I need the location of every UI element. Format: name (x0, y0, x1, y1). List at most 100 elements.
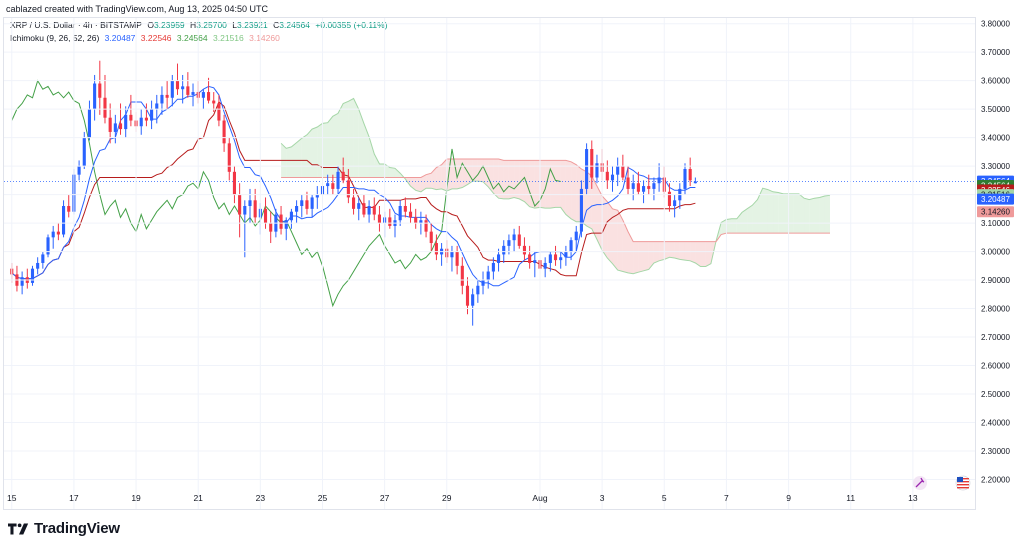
candle (372, 197, 376, 221)
candle (548, 251, 552, 272)
candle-body (103, 97, 107, 118)
cloud-segment-bullish (726, 218, 732, 234)
price-tick-label: 2.70000 (981, 333, 1010, 342)
price-tick-label: 2.60000 (981, 362, 1010, 371)
candle (610, 166, 615, 192)
time-tick-label: 13 (908, 493, 918, 503)
cloud-segment-bearish (529, 160, 535, 209)
candle-body (559, 257, 563, 261)
cloud-segment-bullish (747, 205, 753, 234)
cloud-segment-bullish (809, 198, 815, 234)
candle-body (528, 254, 532, 263)
candle-body (82, 137, 86, 167)
candle (528, 245, 532, 269)
candle-body (476, 285, 480, 295)
candle-body (279, 214, 283, 229)
candle-body (357, 203, 361, 209)
price-tick-label: 3.80000 (981, 20, 1010, 29)
cloud-segment-bullish (343, 101, 349, 178)
cloud-segment-bullish (317, 123, 323, 178)
candle-body (326, 183, 330, 187)
time-tick-label: 15 (7, 493, 17, 503)
cloud-segment-bearish (436, 164, 442, 190)
high-value: 3.25700 (196, 20, 227, 30)
candle-body (450, 251, 454, 258)
cloud-segment-bullish (389, 167, 395, 178)
cloud-segment-bearish (596, 186, 603, 251)
cloud-segment-bullish (327, 116, 333, 178)
candle (403, 197, 407, 218)
candle-body (98, 83, 102, 98)
symbol-name[interactable]: XRP / U.S. Dollar · 4h · BITSTAMP (10, 20, 142, 30)
price-tick-label: 3.50000 (981, 105, 1010, 114)
cloud-segment-bullish (301, 134, 307, 178)
price-tick-label: 2.90000 (981, 276, 1010, 285)
cloud-segment-bearish (493, 159, 499, 199)
candle-body (232, 171, 237, 195)
candle-body (616, 166, 620, 175)
candle (424, 214, 428, 238)
candle (207, 77, 211, 104)
cloud-segment-bearish (550, 160, 556, 209)
candle (331, 174, 335, 195)
candle (595, 154, 599, 184)
brand-name: TradingView (34, 520, 120, 537)
time-tick-label: 17 (69, 493, 79, 503)
candle-body (310, 197, 314, 209)
candle (310, 194, 314, 218)
cloud-segment-bearish (503, 160, 509, 199)
chart-pane-border (3, 17, 976, 510)
time-tick-label: 7 (724, 493, 729, 503)
candle-body (502, 245, 506, 255)
candle (683, 163, 687, 195)
candle-body (129, 114, 133, 121)
magic-wand-icon[interactable] (913, 476, 927, 490)
cloud-segment-bearish (669, 241, 675, 258)
candle-body (289, 211, 293, 221)
cloud-segment-bearish (705, 241, 711, 267)
candle-body (186, 86, 190, 95)
candle-body (253, 200, 257, 218)
indicator-name[interactable]: Ichimoku (9, 26, 52, 26) (10, 33, 100, 43)
candle-body (227, 143, 231, 172)
candle-body (497, 254, 501, 263)
candle (56, 223, 60, 241)
candle-body (207, 92, 211, 101)
cloud-segment-bullish (762, 188, 768, 234)
candle (336, 166, 340, 195)
candle (512, 228, 516, 252)
candle (388, 208, 392, 229)
candle-body (113, 123, 117, 132)
indicator-legend[interactable]: Ichimoku (9, 26, 52, 26) 3.20487 3.22546… (10, 33, 283, 43)
candle-body (367, 206, 371, 215)
symbol-legend[interactable]: XRP / U.S. Dollar · 4h · BITSTAMP O3.239… (10, 20, 391, 30)
cloud-segment-bearish (415, 177, 421, 192)
candle-body (388, 217, 392, 226)
cloud-segment-bearish (555, 160, 561, 208)
candle-body (372, 206, 376, 215)
cloud-segment-bullish (296, 138, 302, 178)
candle (352, 188, 356, 215)
candle-body (471, 294, 475, 306)
candle-body (295, 206, 299, 212)
candle-body (362, 203, 366, 215)
base-line (11, 101, 696, 280)
candle-body (238, 194, 242, 215)
candle (408, 203, 413, 224)
candle (450, 245, 454, 272)
cloud-segment-bearish (498, 159, 504, 199)
cloud-segment-bearish (462, 159, 468, 188)
candle-body (486, 271, 490, 281)
candle-body (512, 234, 516, 241)
cloud-segment-bearish (539, 160, 546, 209)
candle (36, 257, 40, 275)
us-flag-icon[interactable] (955, 475, 971, 491)
tradingview-brand[interactable]: TradingView (8, 520, 120, 537)
cloud-segment-bullish (338, 103, 344, 178)
candle (201, 89, 205, 110)
candle (67, 194, 71, 218)
candle (647, 174, 651, 195)
cloud-segment-bearish (420, 174, 427, 192)
candle (393, 214, 397, 238)
